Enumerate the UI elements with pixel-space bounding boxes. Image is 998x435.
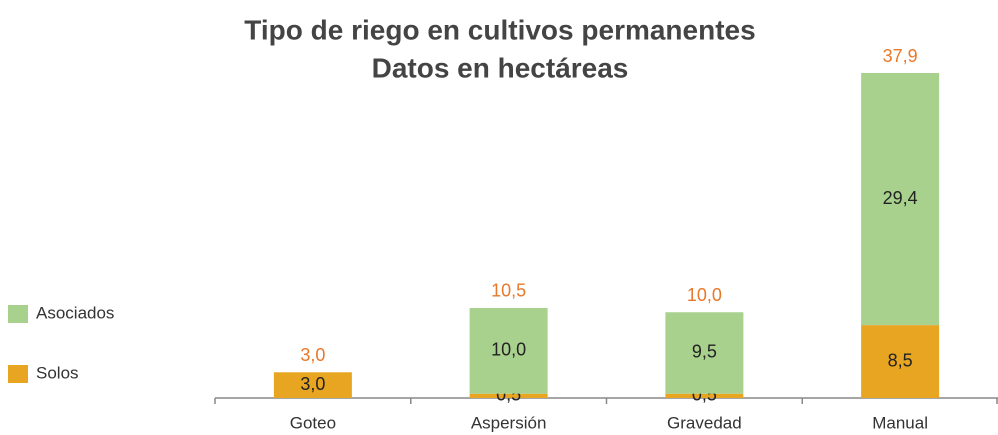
x-tick-label: Manual xyxy=(872,413,928,432)
legend-swatch xyxy=(8,365,28,383)
total-label: 10,0 xyxy=(687,285,722,305)
total-label: 10,5 xyxy=(491,281,526,301)
x-tick-label: Gravedad xyxy=(667,413,742,432)
bar-segment xyxy=(469,393,548,398)
bar-segment xyxy=(861,73,940,326)
data-label: 10,0 xyxy=(491,340,526,360)
bar-segment xyxy=(665,393,744,398)
data-label: 9,5 xyxy=(692,342,717,362)
total-label: 3,0 xyxy=(300,345,325,365)
legend-swatch xyxy=(8,305,28,323)
total-label: 37,9 xyxy=(883,46,918,66)
chart-subtitle: Datos en hectáreas xyxy=(372,52,629,83)
x-tick-label: Aspersión xyxy=(471,413,547,432)
x-tick-label: Goteo xyxy=(290,413,336,432)
chart-title: Tipo de riego en cultivos permanentes xyxy=(244,14,755,45)
data-label: 3,0 xyxy=(300,374,325,394)
bar-segment xyxy=(469,307,548,394)
data-label: 8,5 xyxy=(888,350,913,370)
data-label: 29,4 xyxy=(883,188,918,208)
legend-label: Asociados xyxy=(36,303,114,322)
bar-segment xyxy=(273,372,352,398)
legend-label: Solos xyxy=(36,363,79,382)
bar-segment xyxy=(665,312,744,394)
bar-segment xyxy=(861,325,940,398)
